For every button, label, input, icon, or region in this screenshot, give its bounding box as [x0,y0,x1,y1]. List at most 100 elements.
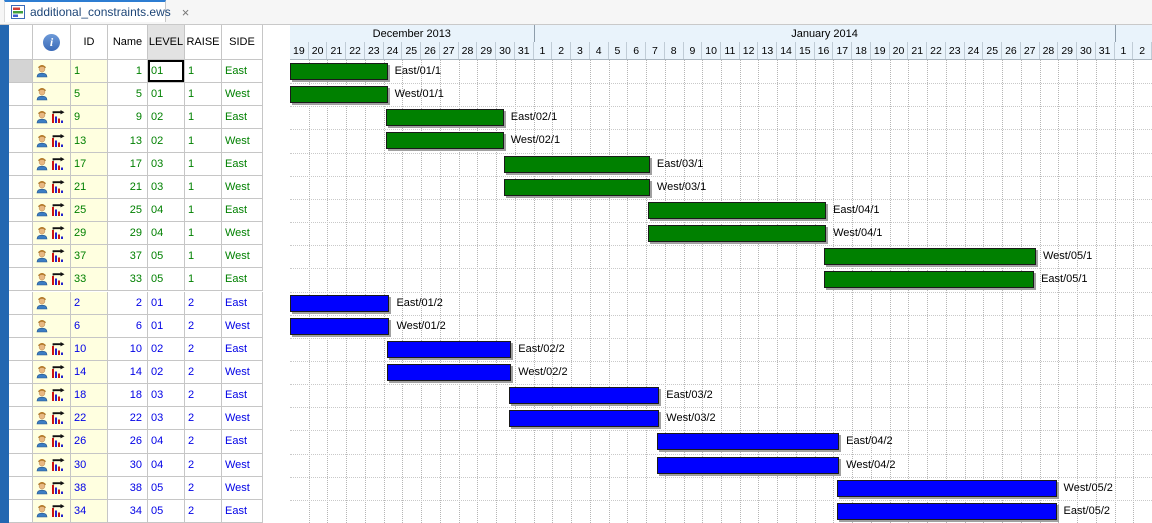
cell-level[interactable]: 01 [148,60,185,84]
cell-raise[interactable]: 2 [185,407,222,431]
cell-raise[interactable]: 2 [185,453,222,477]
cell-raise[interactable]: 2 [185,430,222,454]
column-header-raise[interactable]: RAISE [185,25,222,60]
cell-raise[interactable]: 2 [185,360,222,385]
gantt-bar[interactable] [509,410,660,428]
cell-level[interactable]: 05 [148,476,185,500]
row-selector[interactable] [9,245,33,269]
cell-side[interactable]: West [222,222,263,246]
cell-name[interactable]: 26 [108,430,148,454]
column-header-name[interactable]: Name [108,25,148,60]
cell-name[interactable]: 10 [108,337,148,361]
cell-level[interactable]: 02 [148,360,185,385]
cell-name[interactable]: 25 [108,198,148,223]
cell-id[interactable]: 34 [71,499,108,523]
cell-level[interactable]: 05 [148,245,185,269]
cell-level[interactable]: 05 [148,268,185,292]
cell-side[interactable]: East [222,499,263,523]
cell-side[interactable]: West [222,360,263,385]
cell-raise[interactable]: 2 [185,291,222,315]
gantt-bar[interactable] [647,201,827,219]
cell-raise[interactable]: 1 [185,198,222,223]
cell-name[interactable]: 33 [108,268,148,292]
cell-name[interactable]: 6 [108,314,148,338]
gantt-bar[interactable] [837,502,1057,520]
gantt-bar[interactable] [503,178,650,196]
row-selector[interactable] [9,129,33,153]
gantt-bar[interactable] [290,86,388,104]
row-selector[interactable] [9,384,33,408]
cell-raise[interactable]: 2 [185,337,222,361]
cell-raise[interactable]: 1 [185,245,222,269]
cell-raise[interactable]: 2 [185,384,222,408]
row-selector[interactable] [9,60,33,84]
gantt-bar[interactable] [290,294,390,312]
cell-name[interactable]: 21 [108,175,148,199]
cell-side[interactable]: West [222,175,263,199]
cell-name[interactable]: 2 [108,291,148,315]
cell-level[interactable]: 03 [148,175,185,199]
cell-side[interactable]: East [222,198,263,223]
cell-side[interactable]: West [222,245,263,269]
gantt-bar[interactable] [503,155,650,173]
row-selector[interactable] [9,268,33,292]
cell-level[interactable]: 03 [148,384,185,408]
gantt-bar[interactable] [657,456,840,474]
gantt-bar[interactable] [824,248,1036,266]
cell-name[interactable]: 14 [108,360,148,385]
cell-raise[interactable]: 1 [185,175,222,199]
gantt-bar[interactable] [290,317,390,335]
cell-id[interactable]: 26 [71,430,108,454]
cell-raise[interactable]: 1 [185,60,222,84]
cell-level[interactable]: 01 [148,291,185,315]
cell-side[interactable]: East [222,60,263,84]
cell-level[interactable]: 01 [148,314,185,338]
cell-level[interactable]: 04 [148,453,185,477]
cell-raise[interactable]: 1 [185,83,222,107]
cell-id[interactable]: 30 [71,453,108,477]
cell-name[interactable]: 1 [108,60,148,84]
gantt-bar[interactable] [387,363,512,381]
cell-name[interactable]: 37 [108,245,148,269]
cell-side[interactable]: West [222,83,263,107]
cell-name[interactable]: 13 [108,129,148,153]
cell-level[interactable]: 02 [148,337,185,361]
cell-level[interactable]: 04 [148,430,185,454]
cell-id[interactable]: 22 [71,407,108,431]
cell-name[interactable]: 5 [108,83,148,107]
cell-id[interactable]: 33 [71,268,108,292]
row-selector[interactable] [9,198,33,223]
document-tab[interactable]: additional_constraints.ews × [4,0,189,22]
row-selector[interactable] [9,83,33,107]
cell-id[interactable]: 6 [71,314,108,338]
cell-id[interactable]: 13 [71,129,108,153]
cell-level[interactable]: 02 [148,129,185,153]
cell-level[interactable]: 02 [148,106,185,130]
row-selector[interactable] [9,291,33,315]
cell-level[interactable]: 01 [148,83,185,107]
close-icon[interactable]: × [181,4,190,20]
row-selector[interactable] [9,175,33,199]
row-selector[interactable] [9,430,33,454]
cell-name[interactable]: 22 [108,407,148,431]
cell-level[interactable]: 04 [148,222,185,246]
cell-side[interactable]: West [222,453,263,477]
gantt-bar[interactable] [837,479,1057,497]
cell-level[interactable]: 04 [148,198,185,223]
row-selector[interactable] [9,360,33,385]
cell-name[interactable]: 9 [108,106,148,130]
cell-id[interactable]: 25 [71,198,108,223]
row-selector[interactable] [9,222,33,246]
gantt-bar[interactable] [290,63,388,80]
cell-side[interactable]: East [222,106,263,130]
cell-id[interactable]: 9 [71,106,108,130]
cell-id[interactable]: 10 [71,337,108,361]
cell-name[interactable]: 34 [108,499,148,523]
cell-id[interactable]: 1 [71,60,108,84]
cell-id[interactable]: 18 [71,384,108,408]
row-selector[interactable] [9,453,33,477]
cell-level[interactable]: 03 [148,407,185,431]
column-header-side[interactable]: SIDE [222,25,263,60]
cell-raise[interactable]: 1 [185,106,222,130]
cell-id[interactable]: 5 [71,83,108,107]
